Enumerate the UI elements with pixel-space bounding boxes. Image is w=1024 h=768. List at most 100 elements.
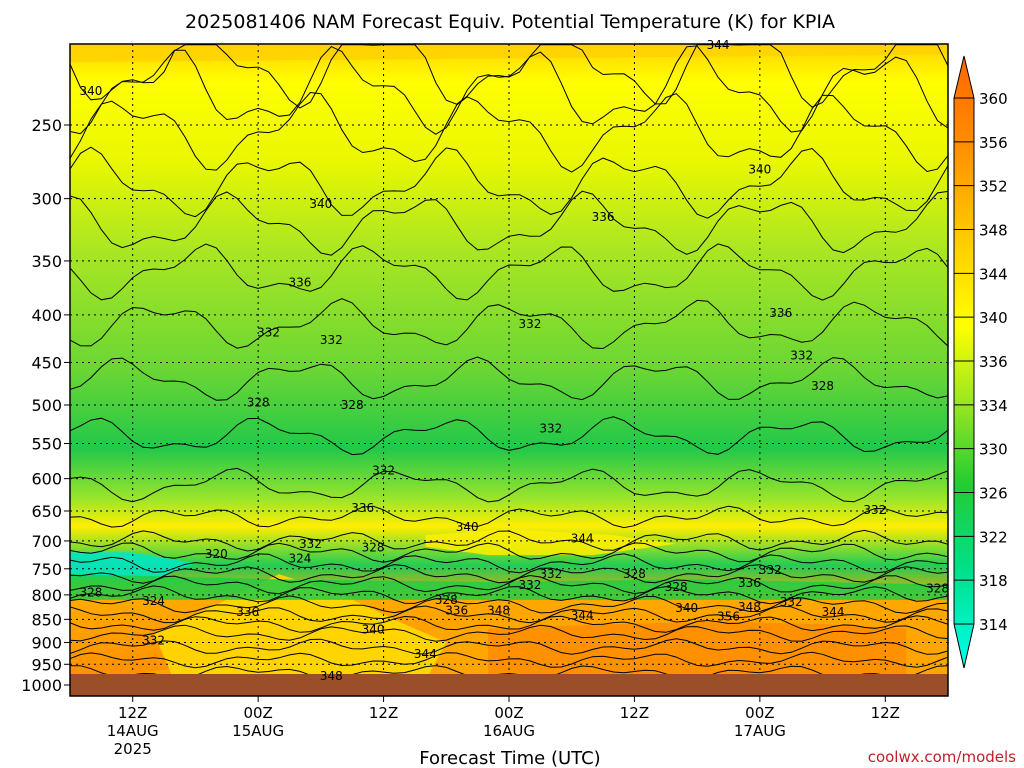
contour-label-10: 332 — [790, 349, 813, 363]
contour-label-41: 356 — [717, 609, 740, 623]
x-tick-date-0: 14AUG — [107, 722, 159, 740]
contour-label-20: 332 — [299, 537, 322, 551]
colorbar-labels: 360 356 352 348 344 340 336 334 330 326 322 318 314 — [954, 90, 1008, 634]
y-tick-label-3: 400 — [31, 306, 62, 325]
contour-label-26: 328 — [623, 567, 646, 581]
contour-label-3: 340 — [309, 197, 332, 211]
x-tick-date-5: 17AUG — [734, 722, 786, 740]
contour-label-12: 328 — [247, 396, 270, 410]
contour-label-30: 328 — [79, 585, 102, 599]
contour-label-35: 340 — [675, 601, 698, 615]
contour-label-18: 340 — [456, 520, 479, 534]
y-tick-label-6: 550 — [31, 435, 62, 454]
contour-label-4: 336 — [592, 210, 615, 224]
contour-label-40: 344 — [571, 608, 594, 622]
contour-line-13 — [70, 553, 948, 574]
y-tick-label-4: 450 — [31, 353, 62, 372]
y-tick-label-15: 1000 — [21, 676, 62, 695]
contour-line-18 — [70, 605, 948, 624]
contour-label-1: 344 — [707, 38, 730, 52]
contour-label-45: 344 — [414, 647, 437, 661]
contour-label-11: 328 — [811, 379, 834, 393]
colorbar-label-1: 356 — [979, 134, 1008, 152]
y-tick-label-0: 250 — [31, 116, 62, 135]
contour-line-19 — [70, 615, 948, 633]
contour-label-23: 324 — [288, 551, 311, 565]
contour-label-19: 344 — [571, 532, 594, 546]
y-tick-label-9: 700 — [31, 532, 62, 551]
contour-label-27: 336 — [738, 576, 761, 590]
contour-label-29: 328 — [665, 580, 688, 594]
colorbar-label-10: 322 — [979, 528, 1008, 546]
contour-label-9: 332 — [320, 333, 343, 347]
colorbar-label-5: 340 — [979, 309, 1008, 327]
below-ground-band — [70, 674, 948, 696]
x-tick-label-4: 12Z — [620, 704, 649, 722]
contour-line-20 — [70, 624, 948, 642]
y-tick-label-14: 950 — [31, 655, 62, 674]
contour-line-16 — [70, 585, 948, 605]
y-tick-label-11: 800 — [31, 586, 62, 605]
contour-label-32: 324 — [142, 594, 165, 608]
colorbar-label-11: 318 — [979, 572, 1008, 590]
contour-label-8: 332 — [257, 325, 280, 339]
contour-line-12 — [70, 542, 948, 563]
gridlines — [70, 44, 948, 696]
chart-title: 2025081406 NAM Forecast Equiv. Potential… — [185, 11, 835, 33]
contour-label-5: 336 — [288, 276, 311, 290]
contour-label-33: 328 — [435, 593, 458, 607]
contour-line-15 — [70, 574, 948, 595]
x-tick-date-3: 16AUG — [483, 722, 535, 740]
contour-line-22 — [70, 651, 948, 669]
contour-label-25: 332 — [539, 567, 562, 581]
contour-label-31: 328 — [926, 581, 949, 595]
colorbar-label-4: 344 — [979, 265, 1008, 283]
footer-credit: coolwx.com/models — [868, 748, 1016, 766]
colorbar-label-7: 334 — [979, 397, 1008, 415]
contour-label-21: 328 — [362, 541, 385, 555]
contour-label-46: 348 — [320, 669, 343, 683]
x-tick-label-3: 00Z — [494, 704, 523, 722]
field-feature-6 — [70, 44, 948, 63]
contour-label-39: 344 — [822, 605, 845, 619]
x-tick-date-1: 15AUG — [232, 722, 284, 740]
x-tick-label-2: 12Z — [369, 704, 398, 722]
contour-label-34: 332 — [780, 595, 803, 609]
y-tick-label-10: 750 — [31, 560, 62, 579]
contour-label-14: 332 — [539, 421, 562, 435]
field-features — [70, 44, 948, 685]
field-feature-2 — [153, 574, 447, 681]
y-tick-label-12: 850 — [31, 610, 62, 629]
contour-label-17: 332 — [863, 503, 886, 517]
colorbar-label-9: 326 — [979, 485, 1008, 503]
y-tick-label-8: 650 — [31, 502, 62, 521]
contour-line-5 — [70, 243, 948, 301]
x-tick-label-1: 00Z — [243, 704, 272, 722]
contour-line-23 — [70, 665, 948, 681]
contour-line-14 — [70, 564, 948, 584]
x-tick-year-0: 2025 — [114, 740, 152, 758]
colorbar-body — [953, 55, 975, 669]
contour-label-16: 336 — [351, 501, 374, 515]
x-tick-label-5: 00Z — [745, 704, 774, 722]
contour-label-44: 332 — [142, 634, 165, 648]
colorbar: 360 356 352 348 344 340 336 334 330 326 322 318 314 — [953, 55, 1008, 669]
y-tick-label-2: 350 — [31, 252, 62, 271]
contour-label-24: 332 — [759, 563, 782, 577]
contour-label-2: 340 — [748, 163, 771, 177]
colorbar-label-6: 336 — [979, 353, 1008, 371]
y-tick-label-5: 500 — [31, 396, 62, 415]
colorbar-label-2: 352 — [979, 178, 1008, 196]
colorbar-label-12: 314 — [979, 616, 1008, 634]
contour-label-7: 332 — [518, 317, 541, 331]
x-tick-label-0: 12Z — [118, 704, 147, 722]
contour-lines — [70, 44, 948, 681]
contour-label-36: 348 — [738, 600, 761, 614]
y-tick-label-13: 900 — [31, 633, 62, 652]
contour-label-28: 332 — [518, 578, 541, 592]
contour-label-43: 340 — [362, 622, 385, 636]
colorbar-label-0: 360 — [979, 90, 1008, 108]
contour-label-0: 340 — [79, 84, 102, 98]
